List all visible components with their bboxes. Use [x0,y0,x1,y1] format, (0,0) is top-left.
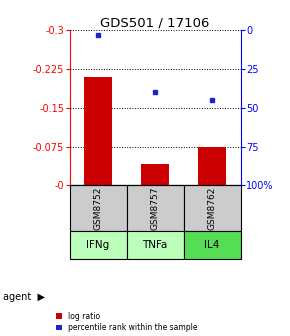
Bar [198,146,226,185]
Title: GDS501 / 17106: GDS501 / 17106 [100,16,210,29]
Text: IL4: IL4 [204,240,220,250]
Bar [141,164,169,185]
FancyBboxPatch shape [127,185,184,230]
FancyBboxPatch shape [184,230,241,259]
FancyBboxPatch shape [127,230,184,259]
Text: agent  ▶: agent ▶ [3,292,45,302]
FancyBboxPatch shape [70,185,127,230]
Text: IFNg: IFNg [86,240,110,250]
FancyBboxPatch shape [184,185,241,230]
Text: GSM8757: GSM8757 [151,186,160,230]
FancyBboxPatch shape [70,230,127,259]
Text: TNFa: TNFa [142,240,168,250]
Legend: log ratio, percentile rank within the sample: log ratio, percentile rank within the sa… [56,312,198,332]
Text: GSM8752: GSM8752 [94,186,103,229]
Text: GSM8762: GSM8762 [208,186,217,229]
Bar [84,77,112,185]
